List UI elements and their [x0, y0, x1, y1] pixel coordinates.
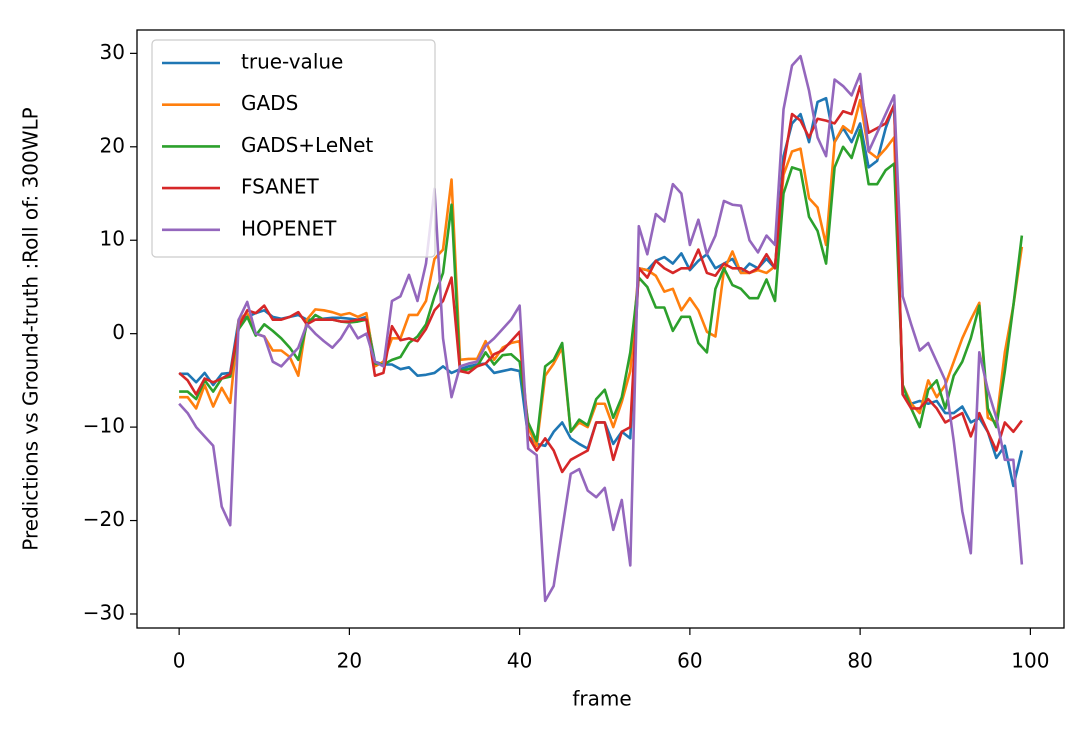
legend-label: FSANET [241, 175, 319, 199]
y-tick-label: 10 [100, 227, 125, 251]
legend-label: HOPENET [241, 216, 337, 240]
y-tick-label: −10 [83, 414, 125, 438]
y-tick-label: −30 [83, 600, 125, 624]
y-tick-label: 0 [112, 320, 125, 344]
y-tick-label: −20 [83, 507, 125, 531]
x-tick-label: 20 [337, 649, 362, 673]
x-axis-label: frame [572, 687, 631, 711]
legend-label: GADS [241, 91, 298, 115]
y-tick-label: 20 [100, 133, 125, 157]
legend-box [151, 39, 436, 258]
legend-label: true-value [241, 50, 343, 74]
x-tick-label: 60 [677, 649, 702, 673]
legend-label: GADS+LeNet [241, 133, 373, 157]
x-tick-label: 100 [1011, 649, 1049, 673]
series-line [179, 128, 1024, 443]
x-tick-label: 40 [507, 649, 532, 673]
series-line [178, 54, 1024, 603]
y-axis-label: Predictions vs Ground-truth :Roll of: 30… [19, 107, 43, 550]
plot-frame [136, 29, 1065, 629]
series-line [179, 98, 1024, 448]
y-tick-label: 30 [100, 40, 125, 64]
x-tick-label: 80 [847, 649, 872, 673]
x-tick-label: 0 [173, 649, 186, 673]
